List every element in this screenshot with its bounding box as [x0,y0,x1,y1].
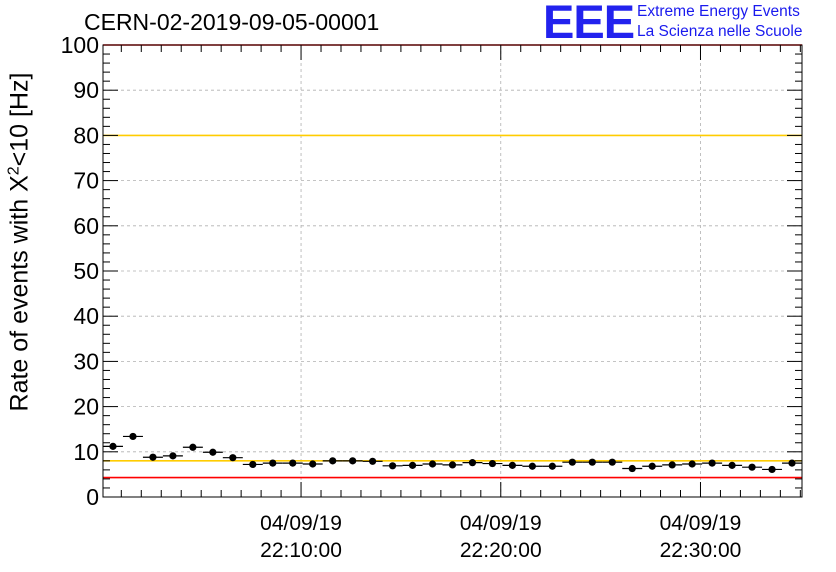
x-tick-label-time: 22:10:00 [260,539,342,562]
grid-layer [103,45,802,497]
x-tick-label-date: 04/09/19 [260,512,342,535]
data-point [269,459,277,467]
y-tick-label: 20 [73,394,99,420]
data-point [688,460,696,468]
data-point [628,464,636,473]
y-axis-label-main: Rate of events with X [5,175,34,412]
data-point [169,452,177,460]
data-point [708,459,716,467]
x-tick-label-time: 22:30:00 [660,539,742,562]
logo-line-1: Extreme Energy Events [637,3,800,20]
data-point [189,443,197,451]
data-point [448,461,457,469]
data-point [109,442,117,450]
data-point [768,465,776,474]
data-point [329,457,337,465]
data-point [149,453,157,461]
y-tick-label: 80 [73,122,99,148]
y-tick-label: 70 [73,168,99,194]
data-point [408,461,417,469]
data-points [103,432,802,474]
data-point [369,457,377,465]
data-point [488,459,497,468]
data-point [548,462,556,470]
y-tick-label: 60 [73,213,99,239]
data-point [748,463,756,471]
data-point [249,460,257,469]
y-axis-label-tail: <10 [Hz] [5,72,34,167]
reference-lines [103,44,802,479]
y-tick-label: 40 [73,303,99,329]
data-point [349,457,357,465]
logo-line-2: La Scienza nelle Scuole [637,23,803,40]
y-tick-label: 30 [73,348,99,374]
data-point [508,461,517,469]
data-point [648,462,656,470]
eee-logo: EEE [543,0,635,48]
y-tick-label: 90 [73,77,99,103]
data-point [428,460,437,468]
axis-ticks [103,44,802,498]
data-point [129,432,137,441]
y-tick-label: 50 [73,258,99,284]
y-tick-label: 100 [61,32,99,58]
x-tick-label-date: 04/09/19 [660,512,742,535]
data-point [309,460,317,468]
y-axis-label-sup: 2 [5,166,23,176]
data-point [388,462,397,470]
data-point [588,458,596,466]
y-axis-label: Rate of events with X2<10 [Hz] [5,73,34,412]
data-point [229,454,237,462]
chart-title: CERN-02-2019-09-05-00001 [84,9,380,35]
data-point [728,461,736,469]
data-point [528,462,536,470]
y-tick-label: 0 [86,484,99,510]
data-point [289,459,297,467]
data-point [608,458,616,466]
data-point [568,458,576,466]
data-point [668,461,676,469]
y-tick-label: 10 [73,439,99,465]
data-point [468,459,477,467]
y-tick-labels: 0 10 20 30 40 50 60 70 80 90 100 [61,32,99,510]
data-point [788,459,796,467]
data-point [209,448,217,456]
x-tick-label-time: 22:20:00 [460,539,542,562]
x-tick-labels: 04/09/19 22:10:00 04/09/19 22:20:00 04/09/19… [260,512,741,562]
x-tick-label-date: 04/09/19 [460,512,542,535]
